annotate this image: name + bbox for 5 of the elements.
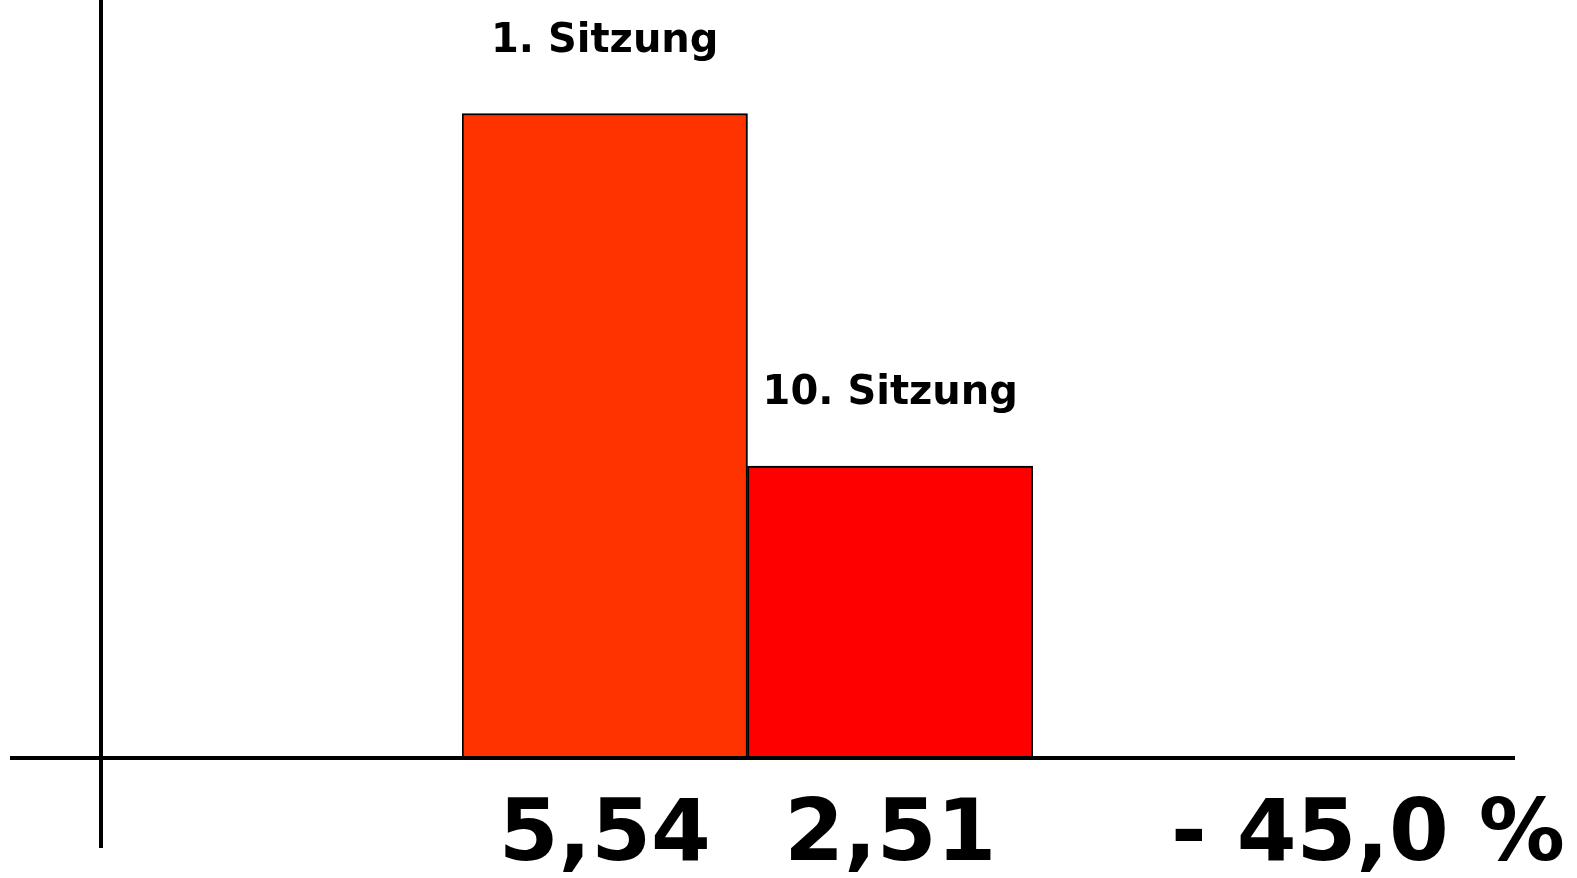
text: - 45,0 % <box>1171 780 1565 878</box>
data-label: 5,54 <box>498 780 711 878</box>
x-tick-label: 1. Sitzung <box>491 14 719 61</box>
data-label: 2,51 <box>784 780 997 878</box>
x-tick-label: 10. Sitzung <box>762 367 1018 414</box>
